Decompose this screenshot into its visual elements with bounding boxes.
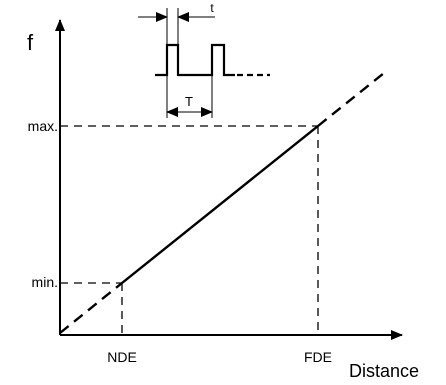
characteristic-line-dashed-high [317, 72, 385, 127]
x-tick-label-nde: NDE [107, 349, 137, 365]
characteristic-line-solid [121, 125, 319, 284]
x-tick-label-fde: FDE [304, 349, 332, 365]
pulse-width-label: t [210, 1, 214, 15]
period-label: T [185, 94, 193, 109]
y-tick-label-min: min. [32, 274, 58, 290]
x-axis-label: Distance [349, 361, 419, 381]
y-tick-label-max: max. [28, 118, 58, 134]
y-axis-label: f [27, 30, 34, 55]
characteristic-line-dashed-low [59, 282, 123, 334]
pulse-train [155, 43, 235, 77]
